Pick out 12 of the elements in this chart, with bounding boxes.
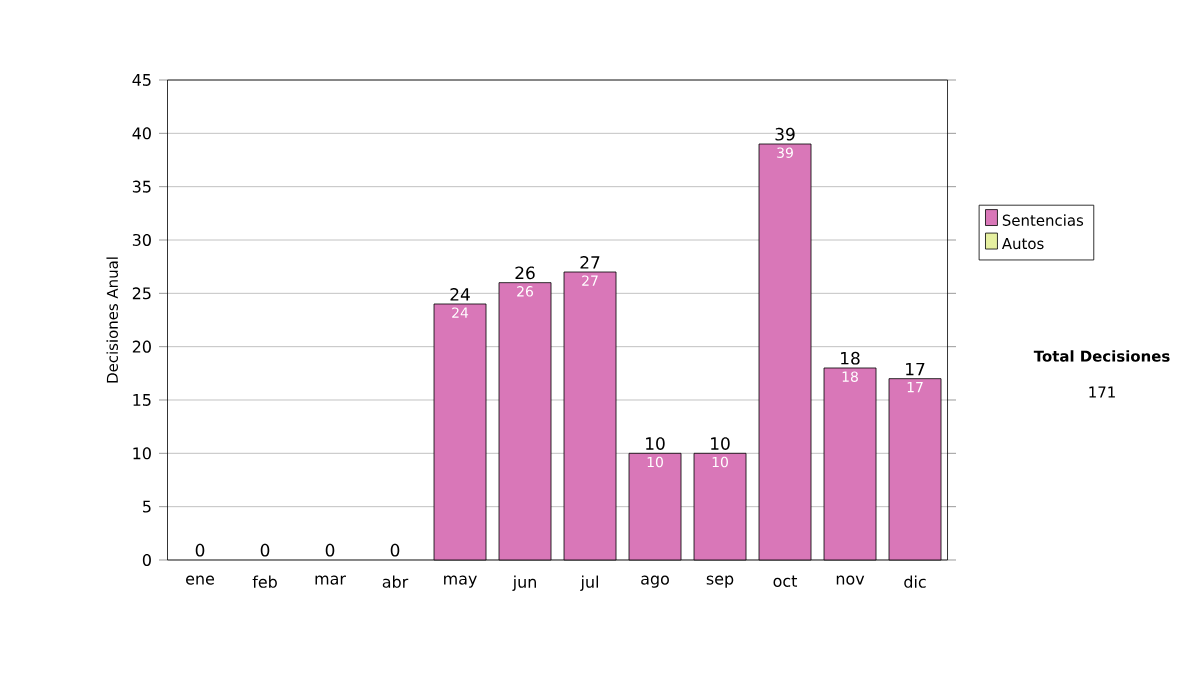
total-label: 18 [841, 351, 860, 365]
total-label: 26 [515, 266, 535, 280]
total-label: 39 [775, 127, 795, 141]
total-label: 0 [390, 543, 400, 557]
total-label: 0 [260, 543, 270, 557]
total-label: 27 [580, 256, 600, 269]
total-label: 0 [325, 543, 335, 557]
total-label: 24 [450, 288, 470, 301]
total-label: 10 [646, 437, 665, 450]
total-label: 10 [711, 437, 730, 450]
total-label: 0 [195, 543, 205, 557]
total-label: 17 [906, 362, 925, 376]
